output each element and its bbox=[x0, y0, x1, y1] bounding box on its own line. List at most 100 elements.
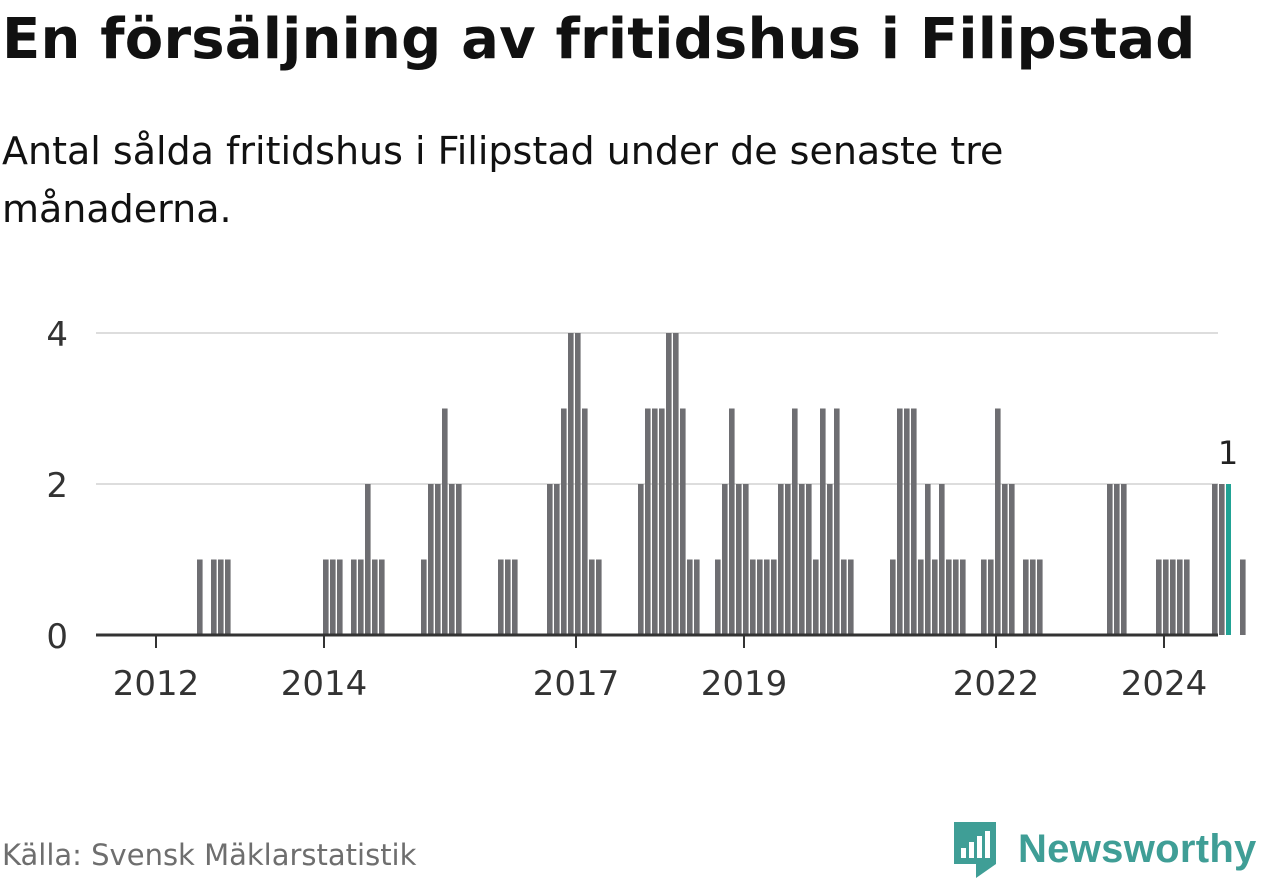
bar bbox=[1023, 559, 1029, 635]
bar bbox=[946, 559, 952, 635]
bar bbox=[981, 559, 987, 635]
bar bbox=[1170, 559, 1176, 635]
x-axis bbox=[96, 633, 1218, 648]
bar-chart: 0 2 4 2012 2014 2017 2019 2022 2024 1 bbox=[46, 315, 1246, 704]
bar bbox=[960, 559, 966, 635]
bar bbox=[799, 484, 805, 635]
brand-name: Newsworthy bbox=[1018, 826, 1257, 871]
bar bbox=[1030, 559, 1036, 635]
bar bbox=[218, 559, 224, 635]
bar bbox=[1114, 484, 1120, 635]
bar bbox=[911, 408, 917, 635]
bar bbox=[659, 408, 665, 635]
bar bbox=[925, 484, 931, 635]
bar bbox=[1156, 559, 1162, 635]
y-tick-label: 0 bbox=[46, 617, 68, 657]
bar bbox=[1009, 484, 1015, 635]
bar bbox=[764, 559, 770, 635]
bar bbox=[939, 484, 945, 635]
bar bbox=[715, 559, 721, 635]
bar bbox=[694, 559, 700, 635]
bar bbox=[1002, 484, 1008, 635]
x-tick-label: 2012 bbox=[113, 664, 200, 704]
bar bbox=[582, 408, 588, 635]
bar bbox=[652, 408, 658, 635]
bar bbox=[666, 333, 672, 635]
bar bbox=[827, 484, 833, 635]
y-tick-label: 4 bbox=[46, 315, 68, 355]
bar bbox=[211, 559, 217, 635]
bar bbox=[890, 559, 896, 635]
bars bbox=[197, 333, 1246, 635]
bar bbox=[848, 559, 854, 635]
bar bbox=[785, 484, 791, 635]
bar bbox=[904, 408, 910, 635]
bar bbox=[645, 408, 651, 635]
y-tick-label: 2 bbox=[46, 466, 68, 506]
bar bbox=[1212, 484, 1218, 635]
x-tick-label: 2019 bbox=[701, 664, 788, 704]
bar bbox=[225, 559, 231, 635]
bar bbox=[897, 408, 903, 635]
bar bbox=[841, 559, 847, 635]
x-tick-label: 2022 bbox=[953, 664, 1040, 704]
bar bbox=[680, 408, 686, 635]
highlight-bar bbox=[1226, 484, 1231, 635]
bar bbox=[953, 559, 959, 635]
source-note: Källa: Svensk Mäklarstatistik bbox=[2, 838, 417, 872]
bar bbox=[547, 484, 553, 635]
chart-subtitle: Antal sålda fritidshus i Filipstad under… bbox=[2, 129, 1004, 231]
x-tick-label: 2024 bbox=[1121, 664, 1208, 704]
newsworthy-logo-icon bbox=[954, 822, 996, 878]
bar bbox=[1177, 559, 1183, 635]
bar bbox=[743, 484, 749, 635]
x-tick-label: 2017 bbox=[533, 664, 620, 704]
bar bbox=[792, 408, 798, 635]
bar bbox=[995, 408, 1001, 635]
bar bbox=[1240, 559, 1246, 635]
bar bbox=[988, 559, 994, 635]
bar bbox=[456, 484, 462, 635]
bar bbox=[729, 408, 735, 635]
bar bbox=[428, 484, 434, 635]
bar bbox=[421, 559, 427, 635]
bar bbox=[561, 408, 567, 635]
bar bbox=[1219, 484, 1225, 635]
bar bbox=[1107, 484, 1113, 635]
bar bbox=[512, 559, 518, 635]
bar bbox=[757, 559, 763, 635]
bar bbox=[337, 559, 343, 635]
bar bbox=[596, 559, 602, 635]
bar bbox=[820, 408, 826, 635]
bar bbox=[505, 559, 511, 635]
bar bbox=[771, 559, 777, 635]
bar bbox=[372, 559, 378, 635]
bar bbox=[1121, 484, 1127, 635]
bar bbox=[806, 484, 812, 635]
chart-title: En försäljning av fritidshus i Filipstad bbox=[2, 7, 1196, 72]
bar bbox=[575, 333, 581, 635]
bar bbox=[435, 484, 441, 635]
bar bbox=[498, 559, 504, 635]
bar bbox=[673, 333, 679, 635]
bar bbox=[1037, 559, 1043, 635]
bar bbox=[918, 559, 924, 635]
bar bbox=[330, 559, 336, 635]
x-tick-label: 2014 bbox=[281, 664, 368, 704]
bar bbox=[589, 559, 595, 635]
bar bbox=[736, 484, 742, 635]
bar bbox=[932, 559, 938, 635]
bar bbox=[638, 484, 644, 635]
bar bbox=[442, 408, 448, 635]
bar bbox=[722, 484, 728, 635]
brand-logo[interactable]: Newsworthy bbox=[950, 818, 1257, 880]
bar bbox=[687, 559, 693, 635]
bar bbox=[813, 559, 819, 635]
bar bbox=[358, 559, 364, 635]
bar bbox=[834, 408, 840, 635]
bar bbox=[1163, 559, 1169, 635]
bar bbox=[197, 559, 203, 635]
bar bbox=[750, 559, 756, 635]
bar bbox=[778, 484, 784, 635]
bar bbox=[379, 559, 385, 635]
